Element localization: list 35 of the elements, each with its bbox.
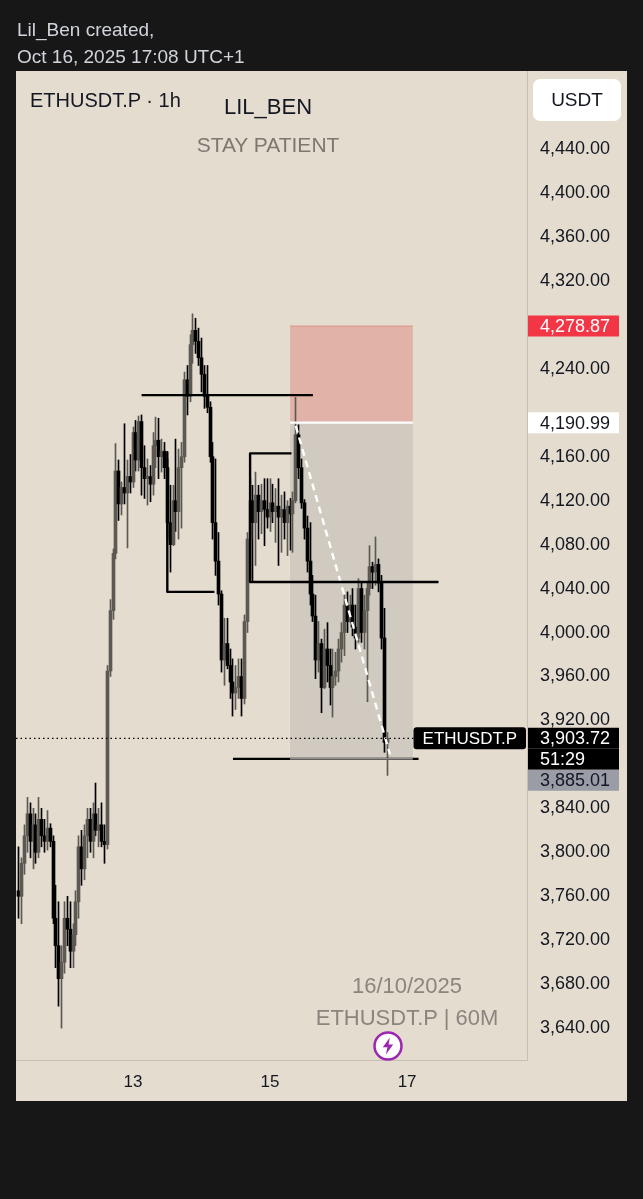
y-tick-label: 4,160.00 [540, 445, 611, 466]
y-tick-label: 3,680.00 [540, 973, 611, 994]
y-tick-label: 4,240.00 [540, 357, 611, 378]
x-tick-label: 13 [123, 1071, 143, 1091]
y-tick-label: 4,440.00 [540, 137, 611, 158]
y-tick-label: 4,000.00 [540, 621, 611, 642]
y-tick-label: 4,320.00 [540, 269, 611, 290]
text: 51:29 [540, 749, 586, 770]
x-tick-label: 17 [397, 1071, 417, 1091]
y-tick-label: 3,640.00 [540, 1017, 611, 1038]
y-tick-label: 4,120.00 [540, 489, 611, 510]
text: Oct 16, 2025 17:08 UTC+1 [17, 45, 245, 69]
text: 3,885.01 [540, 770, 611, 791]
annotation: 16/10/2025 [351, 973, 463, 999]
y-tick-label: 4,400.00 [540, 181, 611, 202]
y-tick-label: 3,720.00 [540, 929, 611, 950]
text: ETHUSDT.P · 1h [30, 88, 181, 111]
text: 3,903.72 [540, 728, 611, 749]
y-axis-title: USDT [551, 89, 604, 111]
text: 4,190.99 [540, 412, 611, 433]
annotation: ETHUSDT.P | 60M [315, 1005, 499, 1031]
y-tick-label: 4,080.00 [540, 533, 611, 554]
y-tick-label: 4,360.00 [540, 225, 611, 246]
ref-line-label: ETHUSDT.P [422, 729, 518, 749]
annotation: STAY PATIENT [196, 132, 340, 156]
y-tick-label: 4,040.00 [540, 577, 611, 598]
x-tick-label: 15 [260, 1071, 280, 1091]
y-tick-label: 3,920.00 [540, 709, 611, 730]
text: Lil_Ben created, [17, 18, 155, 42]
text: 4,278.87 [540, 316, 611, 337]
y-tick-label: 3,800.00 [540, 841, 611, 862]
annotation: LIL_BEN [223, 94, 313, 120]
y-tick-label: 3,960.00 [540, 665, 611, 686]
y-tick-label: 3,760.00 [540, 885, 611, 906]
y-tick-label: 3,840.00 [540, 797, 611, 818]
